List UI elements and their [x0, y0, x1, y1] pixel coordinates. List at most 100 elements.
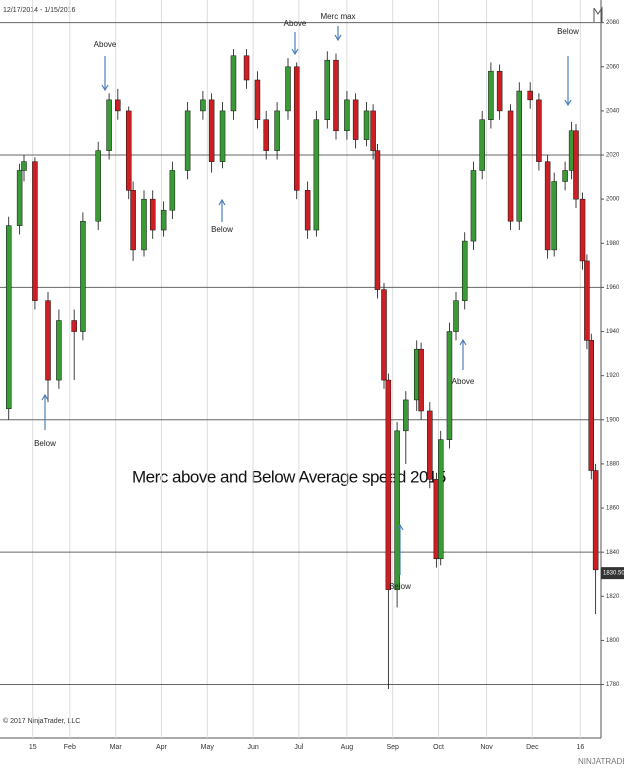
candle-body: [592, 470, 599, 571]
annotation: Below: [389, 582, 411, 591]
x-tick-label: 15: [29, 744, 37, 751]
candle-body: [370, 110, 376, 151]
candle-body: [324, 59, 331, 120]
annotation: Below: [211, 225, 233, 234]
y-tick-label: 1840: [606, 550, 620, 556]
copyright: © 2017 NinjaTrader, LLC: [3, 717, 80, 725]
candle-body: [527, 90, 533, 101]
annotation: Merc max: [320, 12, 355, 21]
candle-body: [200, 99, 206, 112]
candle-body: [293, 66, 300, 191]
y-tick-label: 2060: [606, 64, 620, 70]
candle-body: [344, 99, 350, 132]
candle-body: [263, 119, 269, 151]
x-tick-label: Mar: [110, 744, 123, 751]
annotation-arrowhead: [396, 523, 404, 531]
annotation-arrowhead: [101, 84, 109, 92]
candle-body: [488, 70, 494, 120]
logo-icon: [593, 6, 603, 22]
candle-body: [363, 110, 370, 140]
candle-body: [551, 181, 557, 251]
annotation-arrowhead: [459, 338, 467, 346]
candle-body: [536, 99, 542, 162]
y-tick-label: 1920: [606, 373, 620, 379]
candle-body: [149, 198, 156, 231]
period: 12/17/2014 - 1/15/2016: [3, 7, 76, 14]
candle-body: [374, 150, 381, 290]
candle-body: [32, 161, 38, 301]
candle-body: [106, 99, 112, 151]
candle-body: [80, 220, 86, 332]
candle-body: [584, 260, 590, 341]
candle-body: [381, 289, 387, 381]
y-tick-label: 2020: [606, 153, 620, 159]
candle-body: [184, 110, 191, 171]
candle-body: [579, 198, 586, 262]
candle-body: [385, 379, 392, 590]
annotation: Below: [34, 439, 56, 448]
candle-body: [507, 110, 514, 222]
annotation: Above: [284, 19, 307, 28]
x-tick-label: Sep: [386, 744, 399, 751]
candle-body: [45, 300, 51, 381]
x-tick-label: Jun: [247, 744, 258, 751]
candle-body: [169, 170, 176, 211]
y-tick-label: 1820: [606, 594, 620, 600]
annotation-arrowhead: [334, 34, 342, 42]
candle-body: [437, 439, 444, 560]
candle-body: [208, 99, 215, 162]
candle-body: [516, 90, 523, 222]
logo: NINJATRADER: [578, 757, 624, 766]
candle-body: [141, 198, 147, 251]
candle-body: [544, 161, 551, 251]
chart-title: Merc above and Below Average speed 2015: [132, 467, 446, 486]
candle-body: [71, 320, 77, 332]
last-price-box: [601, 567, 624, 580]
candle-body: [21, 161, 27, 171]
y-tick-label: 1980: [606, 241, 620, 247]
candle-body: [95, 150, 101, 222]
x-tick-label: Nov: [480, 744, 493, 751]
candle-body: [453, 300, 459, 332]
y-tick-label: 1800: [606, 638, 620, 644]
x-tick-label: Dec: [526, 744, 539, 751]
y-tick-label: 2080: [606, 20, 620, 26]
candle-body: [461, 240, 468, 301]
candle-body: [418, 348, 424, 412]
y-tick-label: 1780: [606, 682, 620, 688]
candle-body: [588, 340, 595, 471]
y-tick-label: 2040: [606, 108, 620, 114]
candle-body: [304, 190, 311, 231]
y-tick-label: 1900: [606, 417, 620, 423]
candle-body: [285, 66, 291, 112]
candle-body: [446, 331, 453, 440]
candle-body: [243, 55, 250, 81]
candle-body: [160, 209, 167, 231]
candle-body: [562, 170, 568, 182]
candle-body: [219, 110, 226, 162]
candle-body: [115, 99, 121, 112]
candle-body: [125, 110, 132, 191]
candle-body: [130, 190, 136, 251]
candle-body: [496, 70, 503, 112]
candle-body: [313, 119, 320, 231]
candle-body: [274, 110, 280, 151]
candle-body: [352, 99, 359, 140]
x-tick-label: Aug: [341, 744, 354, 751]
candle-body: [230, 55, 237, 112]
annotation: Below: [557, 27, 579, 36]
candle-body: [479, 119, 485, 171]
candle-body: [403, 399, 409, 432]
annotation: Above: [452, 377, 475, 386]
last-price-label: 1830.50: [603, 571, 624, 577]
y-tick-label: 1880: [606, 461, 620, 467]
annotation: Above: [94, 40, 117, 49]
x-tick-label: 16: [576, 744, 584, 751]
candle-body: [573, 130, 579, 200]
y-tick-label: 1960: [606, 285, 620, 291]
candle-body: [427, 410, 433, 480]
x-tick-label: Jul: [294, 744, 303, 751]
x-tick-label: Apr: [156, 744, 168, 751]
